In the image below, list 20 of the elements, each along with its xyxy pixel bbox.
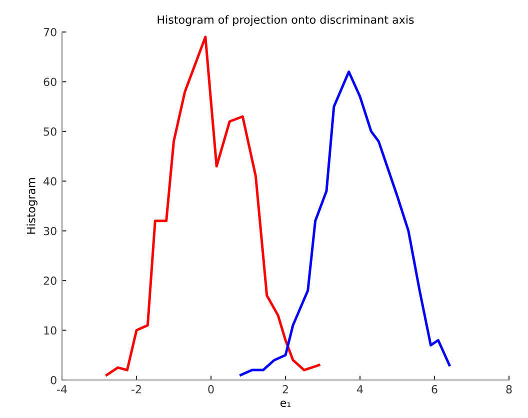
y-tick-label: 60 bbox=[44, 78, 56, 86]
line-series bbox=[105, 36, 320, 376]
x-tick-label: -2 bbox=[132, 385, 141, 394]
x-tick-label: 2 bbox=[282, 385, 288, 394]
y-tick-label: 20 bbox=[44, 276, 56, 285]
y-axis-title: Histogram bbox=[26, 178, 38, 234]
y-tick-label: 0 bbox=[50, 376, 56, 384]
x-tick-label: 0 bbox=[208, 385, 214, 394]
x-tick-label: -4 bbox=[57, 385, 67, 394]
y-tick-label: 70 bbox=[44, 28, 56, 36]
x-tick-label: 6 bbox=[432, 385, 438, 394]
y-tick-label: 10 bbox=[44, 326, 56, 335]
y-tick-label: 40 bbox=[44, 177, 56, 186]
x-tick-label: 4 bbox=[357, 385, 363, 394]
y-tick-label: 30 bbox=[44, 226, 56, 236]
y-tick-label: 50 bbox=[44, 127, 56, 136]
x-tick-label: 8 bbox=[506, 385, 512, 394]
chart-title: Histogram of projection onto discriminant axis bbox=[158, 15, 414, 26]
line-series bbox=[240, 70, 451, 376]
x-axis-title: e₁ bbox=[280, 400, 291, 407]
